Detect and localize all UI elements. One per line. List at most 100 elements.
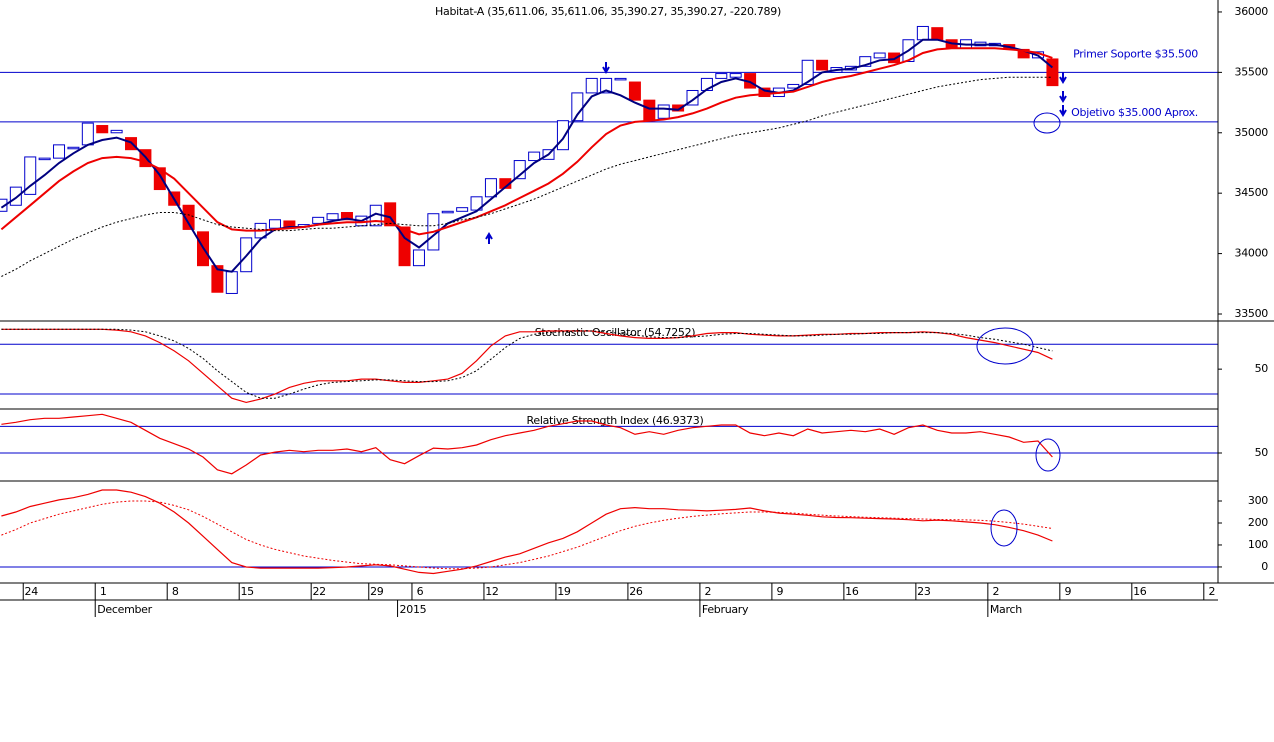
x-tick-label: 1 [100, 585, 107, 598]
x-tick-label: 9 [1064, 585, 1071, 598]
candle [456, 207, 469, 212]
y-tick-label: 36000 [1235, 5, 1269, 18]
candle [643, 99, 656, 122]
highlight-ellipse [1035, 438, 1061, 472]
indicator-line [0, 38, 1054, 273]
candle [67, 146, 80, 150]
candle [686, 89, 699, 106]
candle [672, 104, 685, 112]
candle [484, 178, 497, 198]
candle [1017, 48, 1030, 59]
indicator-line [1, 328, 1053, 404]
candle [96, 125, 109, 134]
candle [384, 202, 397, 227]
candle [600, 77, 613, 94]
indicator-line [1, 76, 1053, 277]
candle [398, 226, 411, 267]
x-tick-label: 6 [417, 585, 424, 598]
annotation: Primer Soporte $35.500 [1073, 47, 1198, 60]
x-tick-label: 16 [1133, 585, 1147, 598]
arrow [1059, 91, 1067, 103]
candle [628, 81, 641, 101]
highlight-ellipse [990, 509, 1018, 547]
indicator-line [1, 500, 1053, 570]
candle [326, 213, 339, 221]
candle [715, 73, 728, 79]
candle [859, 56, 872, 67]
x-tick-label: 15 [240, 585, 254, 598]
candle [340, 212, 353, 221]
candle [268, 219, 281, 229]
y-tick-label: 35500 [1235, 65, 1269, 78]
candle [412, 249, 425, 267]
x-tick-label: 12 [485, 585, 498, 598]
arrow [485, 232, 493, 244]
indicator-line [1, 328, 1053, 399]
candle [614, 77, 627, 81]
highlight-ellipse [1033, 112, 1061, 134]
candle [931, 27, 944, 41]
x-tick-label: 24 [25, 585, 39, 598]
y-tick-label: 200 [1248, 516, 1268, 529]
candle [9, 186, 22, 206]
candle [211, 265, 224, 293]
annotation: Objetivo $35.000 Aprox. [1071, 106, 1198, 119]
x-tick-label: 23 [917, 585, 931, 598]
indicator-line [1, 489, 1053, 575]
candle [873, 52, 886, 59]
arrow [602, 62, 610, 74]
candle [110, 129, 123, 134]
y-tick-label: 0 [1261, 560, 1268, 573]
candle [441, 210, 454, 214]
candle [556, 120, 569, 151]
candle [81, 122, 94, 146]
arrow [1059, 105, 1067, 117]
candle [888, 52, 901, 64]
panel-title: Relative Strength Index (46.9373) [527, 414, 704, 427]
month-label: December [97, 603, 152, 616]
candle [53, 144, 66, 159]
y-tick-label: 300 [1248, 494, 1268, 507]
chart-title: Habitat-A (35,611.06, 35,611.06, 35,390.… [435, 5, 781, 18]
candle [528, 151, 541, 162]
highlight-ellipse [976, 327, 1034, 365]
y-tick-label: 34000 [1235, 247, 1269, 260]
candle [182, 204, 195, 230]
candle [657, 104, 670, 119]
x-tick-label: 19 [557, 585, 571, 598]
candle [816, 59, 829, 71]
y-tick-label: 50 [1255, 362, 1269, 375]
candle [153, 167, 166, 191]
x-tick-label: 29 [370, 585, 384, 598]
x-tick-label: 2 [992, 585, 999, 598]
candle [312, 216, 325, 224]
arrow [1059, 72, 1067, 84]
candle [38, 157, 51, 161]
y-tick-label: 33500 [1235, 307, 1269, 320]
x-tick-label: 2 [705, 585, 712, 598]
y-tick-label: 35000 [1235, 126, 1269, 139]
indicator-line [0, 47, 1053, 236]
x-tick-label: 26 [629, 585, 643, 598]
month-label: February [702, 603, 749, 616]
x-tick-label: 8 [172, 585, 179, 598]
y-tick-label: 100 [1248, 538, 1268, 551]
candle [801, 59, 814, 85]
x-tick-label: 9 [777, 585, 784, 598]
x-tick-label: 2 [1208, 585, 1215, 598]
indicator-line [1, 413, 1053, 475]
candle [24, 156, 37, 195]
candle [585, 77, 598, 94]
candle [225, 271, 238, 294]
x-tick-label: 16 [845, 585, 859, 598]
candle [729, 73, 742, 78]
x-tick-label: 22 [312, 585, 325, 598]
y-tick-label: 34500 [1235, 186, 1269, 199]
candle [916, 25, 929, 41]
y-tick-label: 50 [1255, 446, 1269, 459]
candle [1046, 58, 1059, 87]
month-label: 2015 [400, 603, 427, 616]
month-label: March [990, 603, 1022, 616]
